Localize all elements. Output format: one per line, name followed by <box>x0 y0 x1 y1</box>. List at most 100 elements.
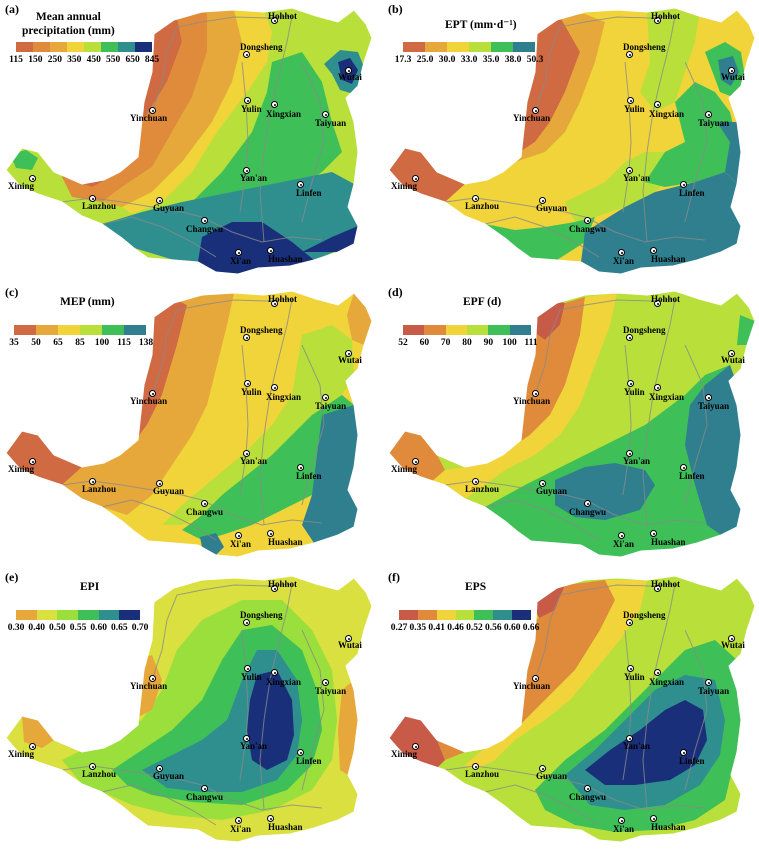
legend-swatch <box>118 42 135 52</box>
legend-tick-label: 38.0 <box>504 55 522 65</box>
city-marker-icon <box>728 67 735 74</box>
legend-swatch <box>67 42 84 52</box>
legend-swatch <box>403 325 425 335</box>
panel-label: (f) <box>388 570 400 584</box>
legend-tick-label: 650 <box>125 55 140 65</box>
city-label: Yinchuan <box>513 396 551 406</box>
river-line <box>259 298 293 526</box>
city-label: Hohhot <box>651 294 681 304</box>
legend-tick-label: 0.55 <box>69 623 87 633</box>
legend-colorbar <box>16 42 152 52</box>
city-label: Xingxian <box>649 677 685 687</box>
value-zone <box>200 533 224 555</box>
city-label: Linfen <box>296 756 322 766</box>
legend-swatch <box>16 610 37 620</box>
river-line <box>684 344 708 506</box>
legend-swatch <box>425 42 447 52</box>
legend-swatch <box>424 325 446 335</box>
city-label: Guyuan <box>153 486 185 496</box>
city-marker-icon <box>618 817 625 824</box>
city-marker-icon <box>539 480 546 487</box>
panel-ept: (b) EPT (mm·d⁻¹) 17.3 25.0 30.0 33.0 35.0 38.0 5… <box>385 2 759 285</box>
city-marker-icon <box>618 532 625 539</box>
value-zone <box>389 431 445 483</box>
river-line <box>101 784 217 826</box>
legend-tick-label: 25.0 <box>416 55 434 65</box>
city-label: Changwu <box>569 792 607 802</box>
legend-swatch <box>124 325 146 335</box>
city-marker-icon <box>728 350 735 357</box>
city-label: Guyuan <box>536 203 568 213</box>
city-label: Yinchuan <box>513 681 551 691</box>
city-label: Yinchuan <box>130 396 168 406</box>
city-marker-icon <box>584 785 591 792</box>
city-marker-icon <box>705 111 712 118</box>
city-marker-icon <box>322 111 329 118</box>
river-line <box>484 784 600 826</box>
river-line <box>61 197 323 243</box>
river-line <box>239 61 249 213</box>
region-outline <box>5 7 373 275</box>
city-label: Hohhot <box>651 579 681 589</box>
city-label: Linfen <box>679 471 705 481</box>
legend-tick-label: 250 <box>47 55 62 65</box>
city-marker-icon <box>626 334 633 341</box>
city-marker-icon <box>627 665 634 672</box>
value-zone <box>302 405 358 543</box>
city-marker-icon <box>472 195 479 202</box>
city-marker-icon <box>654 669 661 676</box>
legend-swatch <box>466 325 489 335</box>
legend-tick-label: 138 <box>138 338 154 348</box>
river-line <box>622 61 632 213</box>
city-marker-icon <box>149 675 156 682</box>
city-marker-icon <box>412 175 419 182</box>
city-marker-icon <box>89 763 96 770</box>
legend-tick-label: 550 <box>106 55 121 65</box>
city-marker-icon <box>201 217 208 224</box>
legend-tick-label: 52 <box>398 338 408 348</box>
value-zone <box>581 172 741 274</box>
value-zone <box>725 578 755 640</box>
legend-swatch <box>513 42 535 52</box>
value-zone <box>62 12 207 202</box>
legend-tick-label: 50 <box>31 338 41 348</box>
legend-colorbar <box>403 42 535 52</box>
city-label: Xi'an <box>613 824 635 834</box>
value-zone <box>485 365 741 557</box>
region-map <box>5 290 373 558</box>
legend-title: EPS <box>465 580 486 594</box>
legend-swatch <box>50 42 67 52</box>
city-marker-icon <box>680 464 687 471</box>
river-line <box>151 15 293 113</box>
city-label: Xingxian <box>649 109 685 119</box>
legend-title: MEP (mm) <box>60 295 115 309</box>
city-marker-icon <box>412 743 419 750</box>
legend-title-line: EPS <box>465 581 487 593</box>
city-marker-icon <box>626 735 633 742</box>
legend-ticks: 17.3 25.0 30.0 33.0 35.0 38.0 50.3 <box>395 55 544 67</box>
legend-swatch <box>58 325 80 335</box>
region-outline <box>5 290 373 558</box>
city-marker-icon <box>680 749 687 756</box>
value-zone <box>430 293 617 499</box>
legend-swatch <box>491 42 513 52</box>
legend-tick-label: 845 <box>144 55 160 65</box>
value-zone <box>162 325 354 525</box>
value-zone <box>22 716 54 748</box>
legend-swatch <box>447 42 469 52</box>
legend-title-line: EPT (mm·d⁻¹) <box>445 19 517 31</box>
legend-swatch <box>33 42 50 52</box>
city-label: Changwu <box>186 224 224 234</box>
region-outline <box>5 575 373 843</box>
city-label: Linfen <box>679 188 705 198</box>
value-zone <box>102 10 242 207</box>
city-marker-icon <box>584 500 591 507</box>
city-marker-icon <box>235 532 242 539</box>
city-label: Huashan <box>268 822 303 832</box>
city-label: Taiyuan <box>698 686 730 696</box>
river-line <box>301 344 325 506</box>
city-label: Yulin <box>241 387 262 397</box>
legend-title: EPF (d) <box>463 295 501 309</box>
legend-swatch <box>14 325 36 335</box>
city-label: Xingxian <box>266 677 302 687</box>
